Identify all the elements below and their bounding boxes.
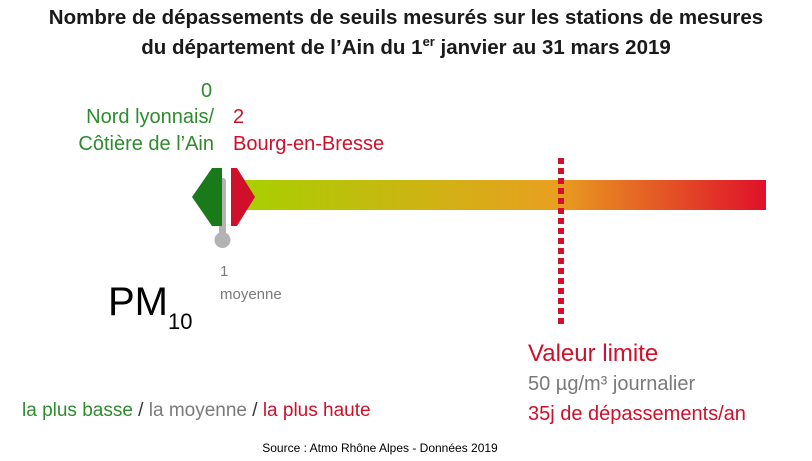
legend-high: la plus haute bbox=[262, 400, 371, 421]
legend-sep1: / bbox=[132, 400, 149, 421]
limit-line2: 50 µg/m³ journalier bbox=[528, 373, 696, 395]
title-line2-post: janvier au 31 mars 2019 bbox=[434, 35, 671, 59]
legend-sep2: / bbox=[246, 400, 263, 421]
legend: la plus basse / la moyenne / la plus hau… bbox=[22, 400, 371, 422]
max-marker bbox=[231, 168, 237, 226]
min-value: 0 bbox=[201, 80, 213, 102]
pollutant-label: PM10 bbox=[108, 280, 192, 334]
mean-label: moyenne bbox=[220, 286, 282, 303]
pollutant-name: PM bbox=[108, 280, 168, 324]
chart-title-line2: du département de l’Ain du 1er janvier a… bbox=[0, 34, 812, 60]
min-station-line2: Côtière de l’Ain bbox=[78, 133, 214, 155]
max-station: Bourg-en-Bresse bbox=[233, 133, 385, 155]
max-value: 2 bbox=[233, 106, 245, 128]
mean-value: 1 bbox=[220, 263, 229, 280]
max-arrow-icon bbox=[237, 168, 255, 226]
legend-mid: la moyenne bbox=[148, 400, 247, 421]
min-arrow-icon bbox=[192, 168, 212, 226]
legend-low: la plus basse bbox=[22, 400, 133, 421]
title-line2-pre: du département de l’Ain du 1 bbox=[141, 35, 423, 59]
gauge-bar bbox=[236, 180, 766, 210]
min-station-line1: Nord lyonnais/ bbox=[86, 106, 214, 128]
limit-line3: 35j de dépassements/an bbox=[528, 403, 746, 425]
limit-title: Valeur limite bbox=[528, 340, 659, 367]
chart-title-line1: Nombre de dépassements de seuils mesurés… bbox=[48, 6, 764, 29]
min-marker bbox=[212, 168, 222, 226]
source-note: Source : Atmo Rhône Alpes - Données 2019 bbox=[262, 441, 498, 455]
title-line2-sup: er bbox=[422, 34, 435, 49]
pollutant-subscript: 10 bbox=[168, 309, 193, 334]
